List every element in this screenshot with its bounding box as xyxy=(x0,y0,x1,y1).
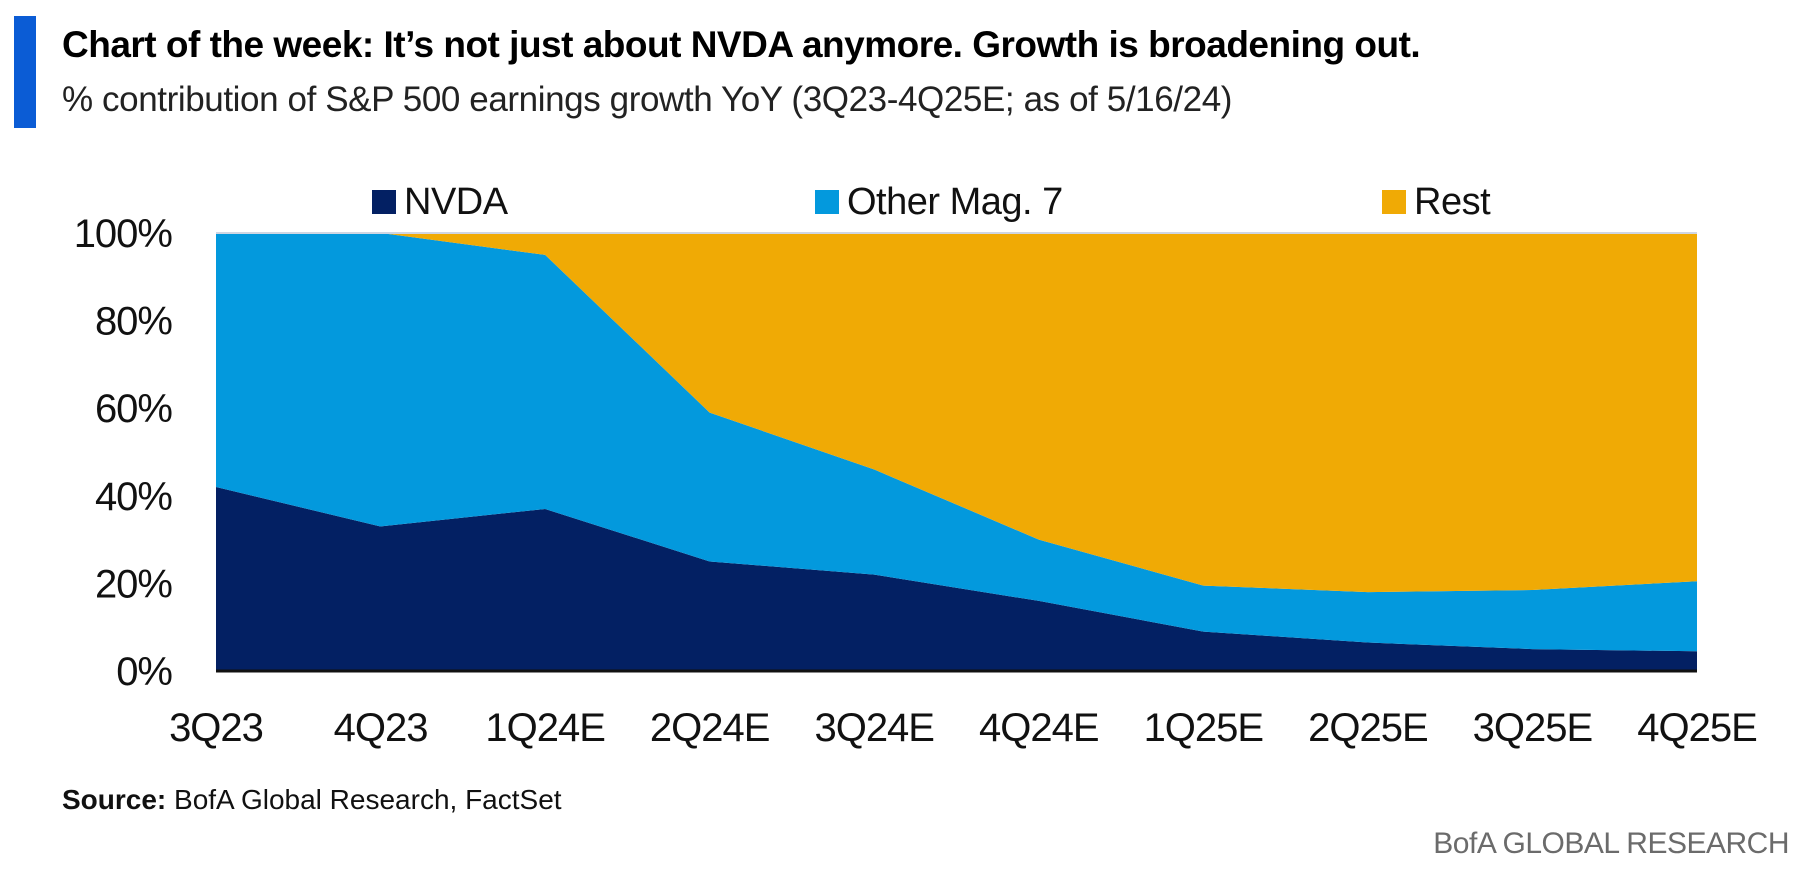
legend-swatch xyxy=(372,190,396,214)
area-series-1 xyxy=(216,487,1697,671)
x-tick-label: 2Q24E xyxy=(650,706,770,750)
chart-legend: NVDA Other Mag. 7 Rest xyxy=(372,181,1492,223)
legend-item: Other Mag. 7 xyxy=(815,181,1063,223)
x-tick-label: 3Q23 xyxy=(169,706,263,750)
x-tick-label: 3Q25E xyxy=(1473,706,1593,750)
legend-swatch xyxy=(1382,190,1406,214)
x-tick-label: 4Q25E xyxy=(1637,706,1757,750)
y-tick-label: 80% xyxy=(95,300,172,344)
y-tick-label: 100% xyxy=(74,212,173,256)
y-tick-label: 40% xyxy=(95,475,172,519)
x-tick-label: 3Q24E xyxy=(814,706,934,750)
legend-swatch xyxy=(815,190,839,214)
source-text: BofA Global Research, FactSet xyxy=(166,784,562,815)
area-series-2 xyxy=(216,233,1697,652)
chart-areas xyxy=(216,232,1697,673)
legend-label: Rest xyxy=(1414,181,1491,223)
y-tick-label: 60% xyxy=(95,387,172,431)
x-tick-label: 1Q24E xyxy=(485,706,605,750)
legend-label: NVDA xyxy=(404,181,509,223)
legend-label: Other Mag. 7 xyxy=(847,181,1063,223)
legend-item: Rest xyxy=(1382,181,1492,223)
brand-label: BofA GLOBAL RESEARCH xyxy=(1433,827,1789,860)
legend-item: NVDA xyxy=(372,181,509,223)
x-tick-label: 4Q23 xyxy=(334,706,428,750)
accent-bar xyxy=(14,16,36,128)
stacked-area-chart: NVDA Other Mag. 7 Rest 0%20%40%60%80%100% … xyxy=(74,181,1758,750)
chart-subtitle: % contribution of S&P 500 earnings growt… xyxy=(62,80,1233,119)
x-tick-label: 1Q25E xyxy=(1144,706,1264,750)
y-tick-label: 0% xyxy=(116,650,172,694)
source-label: Source: xyxy=(62,784,167,815)
x-axis: 3Q23 4Q23 1Q24E 2Q24E 3Q24E 4Q24E 1Q25E 2Q25E 3Q… xyxy=(169,706,1758,750)
y-tick-label: 20% xyxy=(95,562,172,606)
y-axis: 0% 20% 40% 60% 80% 100% xyxy=(74,212,174,694)
x-tick-label: 4Q24E xyxy=(979,706,1099,750)
area-series-3 xyxy=(216,233,1697,593)
source-note: Source: BofA Global Research, FactSet xyxy=(62,784,562,816)
chart-title: Chart of the week: It’s not just about N… xyxy=(62,24,1421,65)
x-tick-label: 2Q25E xyxy=(1308,706,1428,750)
